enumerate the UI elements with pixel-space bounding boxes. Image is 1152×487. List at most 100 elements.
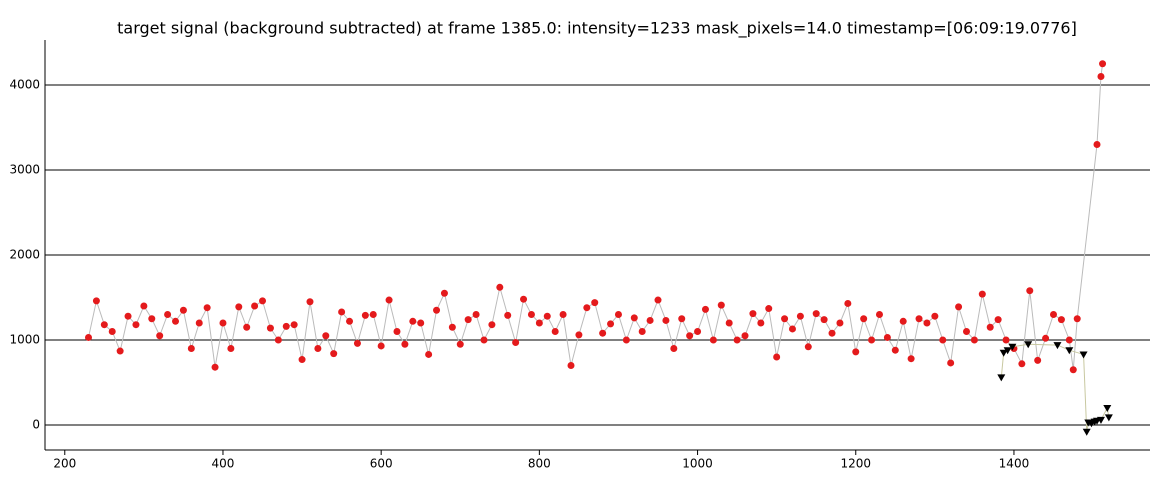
point xyxy=(1103,405,1112,413)
point xyxy=(978,290,986,298)
point xyxy=(527,310,535,318)
point xyxy=(575,331,583,339)
point xyxy=(1034,356,1042,364)
x-tick-label: 600 xyxy=(370,457,393,471)
point xyxy=(670,344,678,352)
point xyxy=(994,316,1002,324)
point xyxy=(757,319,765,327)
point xyxy=(1003,347,1012,355)
point xyxy=(448,323,456,331)
point xyxy=(377,342,385,350)
point xyxy=(227,344,235,352)
point xyxy=(187,344,195,352)
point xyxy=(583,304,591,312)
point xyxy=(496,283,504,291)
point xyxy=(622,336,630,344)
point xyxy=(385,296,393,304)
point xyxy=(338,308,346,316)
point xyxy=(599,329,607,337)
point xyxy=(148,315,156,323)
point xyxy=(947,359,955,367)
point xyxy=(654,296,662,304)
point xyxy=(520,295,528,303)
point xyxy=(962,327,970,335)
x-tick-label: 200 xyxy=(53,457,76,471)
point xyxy=(543,312,551,320)
point xyxy=(1026,287,1034,295)
point xyxy=(132,321,140,329)
x-tick-label: 1200 xyxy=(840,457,871,471)
point xyxy=(781,315,789,323)
point xyxy=(773,353,781,361)
point xyxy=(92,297,100,305)
point xyxy=(1099,60,1107,68)
point xyxy=(361,311,369,319)
point xyxy=(875,310,883,318)
point xyxy=(891,346,899,354)
point xyxy=(1104,414,1113,422)
point xyxy=(330,350,338,358)
point xyxy=(717,301,725,309)
point xyxy=(211,363,219,371)
point xyxy=(251,302,259,310)
point xyxy=(282,322,290,330)
point xyxy=(733,336,741,344)
point xyxy=(788,325,796,333)
point xyxy=(116,347,124,355)
point xyxy=(480,336,488,344)
point xyxy=(828,329,836,337)
point xyxy=(298,356,306,364)
point xyxy=(346,317,354,325)
point xyxy=(353,339,361,347)
point xyxy=(1097,72,1105,80)
point xyxy=(472,310,480,318)
point xyxy=(923,319,931,327)
point xyxy=(741,332,749,340)
x-tick-label: 1400 xyxy=(999,457,1030,471)
point xyxy=(694,327,702,335)
point xyxy=(1069,366,1077,374)
point xyxy=(607,320,615,328)
point xyxy=(266,324,274,332)
point xyxy=(393,327,401,335)
point xyxy=(725,319,733,327)
point xyxy=(970,336,978,344)
point xyxy=(899,317,907,325)
y-tick-label: 2000 xyxy=(9,247,40,261)
point xyxy=(504,311,512,319)
point xyxy=(369,310,377,318)
point xyxy=(931,312,939,320)
point xyxy=(614,310,622,318)
point xyxy=(551,327,559,335)
point xyxy=(1042,334,1050,342)
point xyxy=(686,332,694,340)
point xyxy=(860,315,868,323)
point xyxy=(124,312,132,320)
point xyxy=(868,336,876,344)
point xyxy=(203,304,211,312)
point xyxy=(274,336,282,344)
point xyxy=(235,303,243,311)
point xyxy=(646,316,654,324)
point xyxy=(1008,343,1017,351)
point xyxy=(1093,140,1101,148)
point xyxy=(85,333,93,341)
point xyxy=(433,306,441,314)
point xyxy=(662,316,670,324)
point xyxy=(907,355,915,363)
point xyxy=(488,321,496,329)
point xyxy=(955,303,963,311)
point xyxy=(243,323,251,331)
point xyxy=(836,319,844,327)
point xyxy=(852,348,860,356)
point xyxy=(997,374,1006,382)
point xyxy=(1079,351,1088,359)
point xyxy=(939,336,947,344)
point xyxy=(1065,336,1073,344)
point xyxy=(1057,316,1065,324)
point xyxy=(1002,336,1010,344)
point xyxy=(678,315,686,323)
point xyxy=(219,319,227,327)
point xyxy=(1018,360,1026,368)
